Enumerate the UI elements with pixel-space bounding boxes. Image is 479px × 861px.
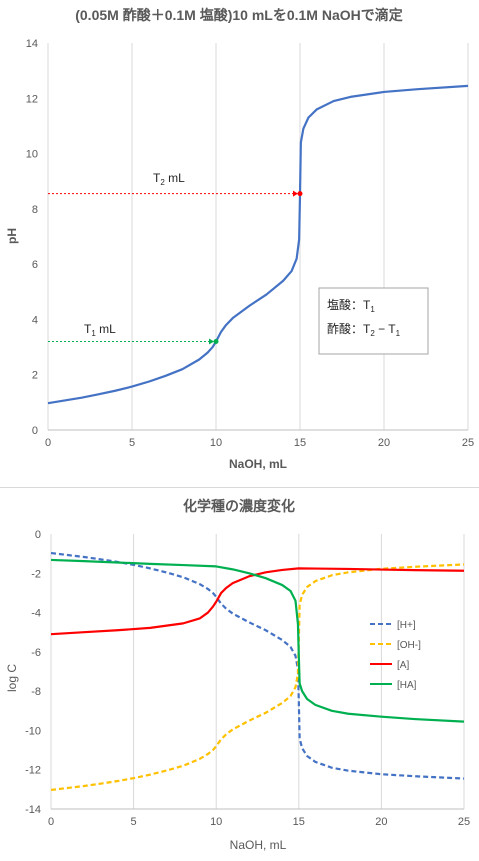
- t1-endpoint-marker: [213, 339, 219, 345]
- y-tick-label: 6: [32, 259, 38, 271]
- x-tick-label: 10: [210, 816, 222, 828]
- chart2-y-tick-labels: 0 -2 -4 -6 -8 -10 -12 -14: [25, 529, 41, 816]
- legend-label: [A]: [397, 660, 409, 671]
- chart1-y-tick-labels: 0 2 4 6 8 10 12 14: [26, 38, 38, 437]
- chart-divider: [0, 487, 479, 488]
- x-tick-label: 25: [458, 816, 470, 828]
- y-tick-label: 8: [32, 204, 38, 216]
- x-tick-label: 15: [294, 437, 306, 449]
- info-box-acetic-line: 酢酸：T2 − T1: [327, 321, 401, 338]
- chart2-x-tick-labels: 0 5 10 15 20 25: [48, 816, 470, 828]
- x-tick-label: 15: [293, 816, 305, 828]
- species-concentration-chart: 化学種の濃度変化 0 -2 -4 -6 -8 -10 -12 -14 0 5 10 15 20 25 l…: [5, 498, 470, 852]
- y-tick-label: 10: [26, 149, 38, 161]
- chart1-x-tick-labels: 0 5 10 15 20 25: [45, 437, 474, 449]
- series-line: [50, 567, 465, 636]
- y-tick-label: -14: [25, 804, 41, 816]
- y-tick-label: -12: [25, 765, 41, 777]
- chart1-series: [47, 84, 469, 405]
- y-tick-label: -10: [25, 725, 41, 737]
- chart1-title: (0.05M 酢酸＋0.1M 塩酸)10 mLを0.1M NaOHで滴定: [75, 7, 403, 23]
- x-tick-label: 0: [45, 437, 51, 449]
- x-tick-label: 5: [129, 437, 135, 449]
- info-box-hcl-line: 塩酸：T1: [327, 297, 375, 314]
- x-tick-label: 20: [375, 816, 387, 828]
- y-tick-label: 14: [26, 38, 38, 50]
- y-tick-label: 0: [32, 425, 38, 437]
- legend-label: [HA]: [397, 680, 417, 691]
- y-tick-label: 4: [32, 314, 38, 326]
- y-tick-label: -4: [31, 608, 41, 620]
- y-tick-label: -8: [31, 686, 41, 698]
- y-tick-label: 12: [26, 93, 38, 105]
- titration-chart: (0.05M 酢酸＋0.1M 塩酸)10 mLを0.1M NaOHで滴定 0 2 4…: [5, 7, 474, 471]
- x-tick-label: 0: [48, 816, 54, 828]
- x-tick-label: 10: [210, 437, 222, 449]
- chart2-legend: [H+] [OH-] [A] [HA]: [370, 620, 421, 691]
- y-tick-label: -2: [31, 568, 41, 580]
- x-tick-label: 20: [378, 437, 390, 449]
- chart1-endpoint-guides: [48, 190, 298, 345]
- t1-guide-arrow: [209, 338, 214, 345]
- y-tick-label: -6: [31, 647, 41, 659]
- x-tick-label: 5: [131, 816, 137, 828]
- series-line: [50, 558, 465, 723]
- legend-label: [OH-]: [397, 640, 421, 651]
- t2-annotation: T2 mL: [153, 171, 185, 187]
- legend-label: [H+]: [397, 620, 416, 631]
- series-line: [50, 563, 465, 792]
- chart2-y-axis-label: log C: [5, 664, 19, 692]
- t2-guide-arrow: [293, 190, 298, 197]
- y-tick-label: 0: [35, 529, 41, 541]
- chart2-x-axis-label: NaOH, mL: [230, 838, 287, 852]
- x-tick-label: 25: [462, 437, 474, 449]
- y-tick-label: 2: [32, 370, 38, 382]
- series-line: [47, 84, 469, 405]
- chart1-gridlines: [47, 43, 469, 431]
- chart1-x-axis-label: NaOH, mL: [229, 457, 287, 471]
- chart2-series: [50, 551, 465, 792]
- t1-annotation: T1 mL: [84, 322, 116, 338]
- series-line: [50, 551, 465, 780]
- chart1-endpoint-markers: [213, 191, 303, 345]
- t2-endpoint-marker: [297, 191, 303, 197]
- endpoint-info-box: 塩酸：T1 酢酸：T2 − T1: [318, 287, 429, 355]
- chart1-y-axis-label: pH: [5, 228, 19, 244]
- chart2-title: 化学種の濃度変化: [183, 498, 295, 514]
